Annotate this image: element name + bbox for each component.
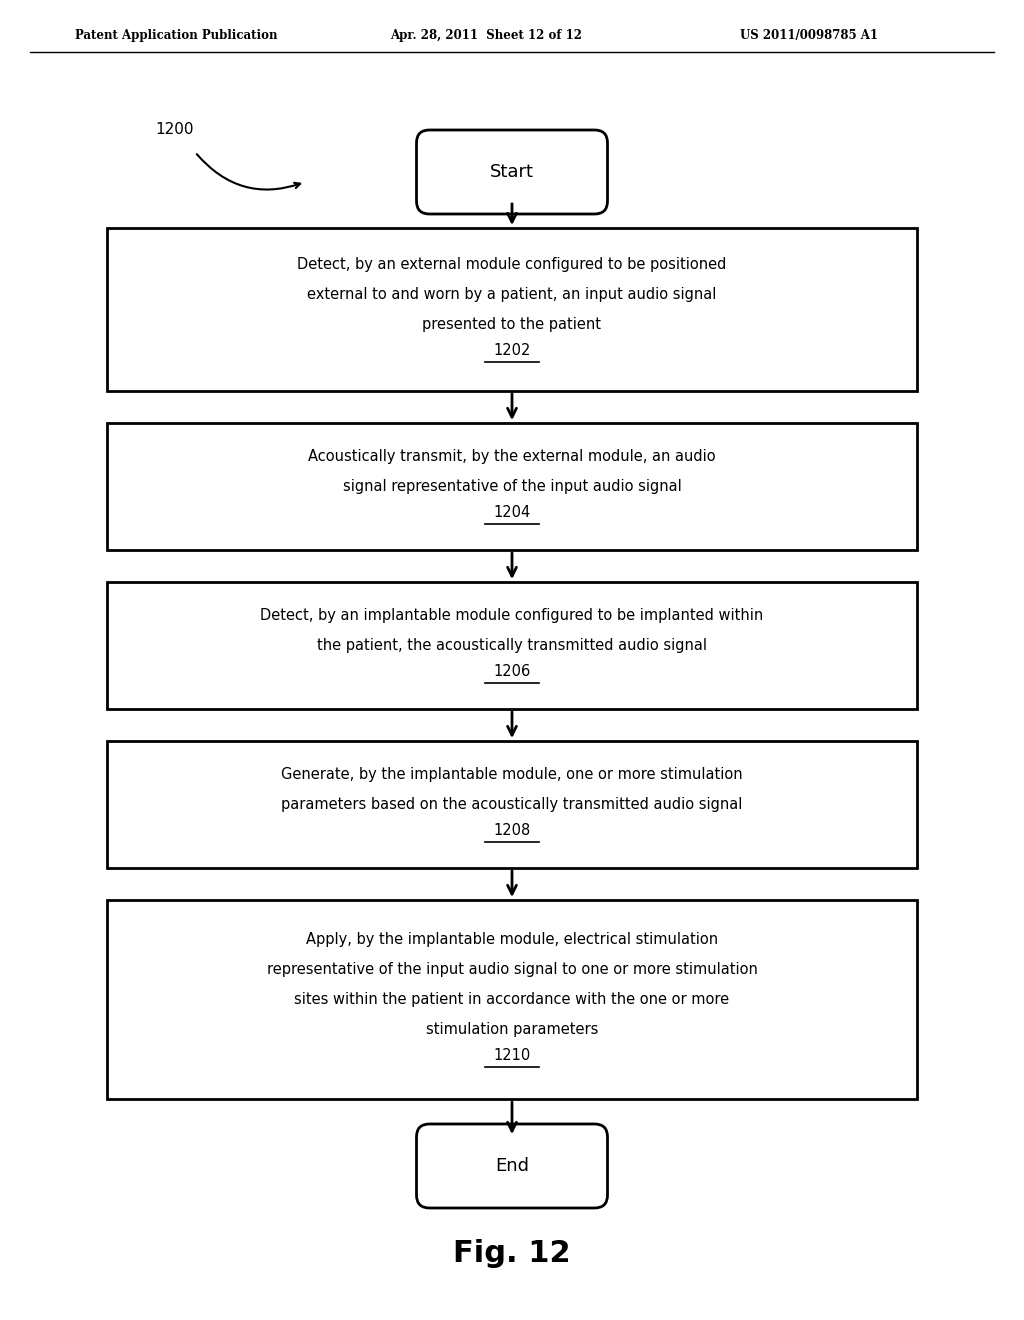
Text: presented to the patient: presented to the patient	[423, 317, 601, 333]
Text: Generate, by the implantable module, one or more stimulation: Generate, by the implantable module, one…	[282, 767, 742, 781]
Text: signal representative of the input audio signal: signal representative of the input audio…	[343, 479, 681, 494]
Text: End: End	[495, 1158, 529, 1175]
Text: Start: Start	[490, 162, 534, 181]
Text: parameters based on the acoustically transmitted audio signal: parameters based on the acoustically tra…	[282, 797, 742, 812]
Text: 1208: 1208	[494, 822, 530, 838]
Text: sites within the patient in accordance with the one or more: sites within the patient in accordance w…	[295, 993, 729, 1007]
Text: external to and worn by a patient, an input audio signal: external to and worn by a patient, an in…	[307, 286, 717, 302]
Text: US 2011/0098785 A1: US 2011/0098785 A1	[740, 29, 878, 41]
Text: Detect, by an implantable module configured to be implanted within: Detect, by an implantable module configu…	[260, 609, 764, 623]
Text: Apply, by the implantable module, electrical stimulation: Apply, by the implantable module, electr…	[306, 932, 718, 946]
Bar	[106, 422, 918, 550]
Text: the patient, the acoustically transmitted audio signal: the patient, the acoustically transmitte…	[317, 638, 707, 653]
Bar	[106, 741, 918, 869]
Text: Acoustically transmit, by the external module, an audio: Acoustically transmit, by the external m…	[308, 449, 716, 465]
Text: Fig. 12: Fig. 12	[454, 1238, 570, 1267]
Text: 1210: 1210	[494, 1048, 530, 1063]
FancyBboxPatch shape	[417, 129, 607, 214]
Bar	[106, 582, 918, 709]
Text: 1200: 1200	[155, 123, 194, 137]
Text: representative of the input audio signal to one or more stimulation: representative of the input audio signal…	[266, 962, 758, 977]
Text: Patent Application Publication: Patent Application Publication	[75, 29, 278, 41]
Text: Apr. 28, 2011  Sheet 12 of 12: Apr. 28, 2011 Sheet 12 of 12	[390, 29, 582, 41]
Text: 1206: 1206	[494, 664, 530, 678]
Text: 1202: 1202	[494, 343, 530, 358]
FancyBboxPatch shape	[417, 1125, 607, 1208]
Text: Detect, by an external module configured to be positioned: Detect, by an external module configured…	[297, 257, 727, 272]
Bar	[106, 228, 918, 391]
Text: stimulation parameters: stimulation parameters	[426, 1022, 598, 1038]
Text: 1204: 1204	[494, 506, 530, 520]
Bar	[106, 900, 918, 1100]
